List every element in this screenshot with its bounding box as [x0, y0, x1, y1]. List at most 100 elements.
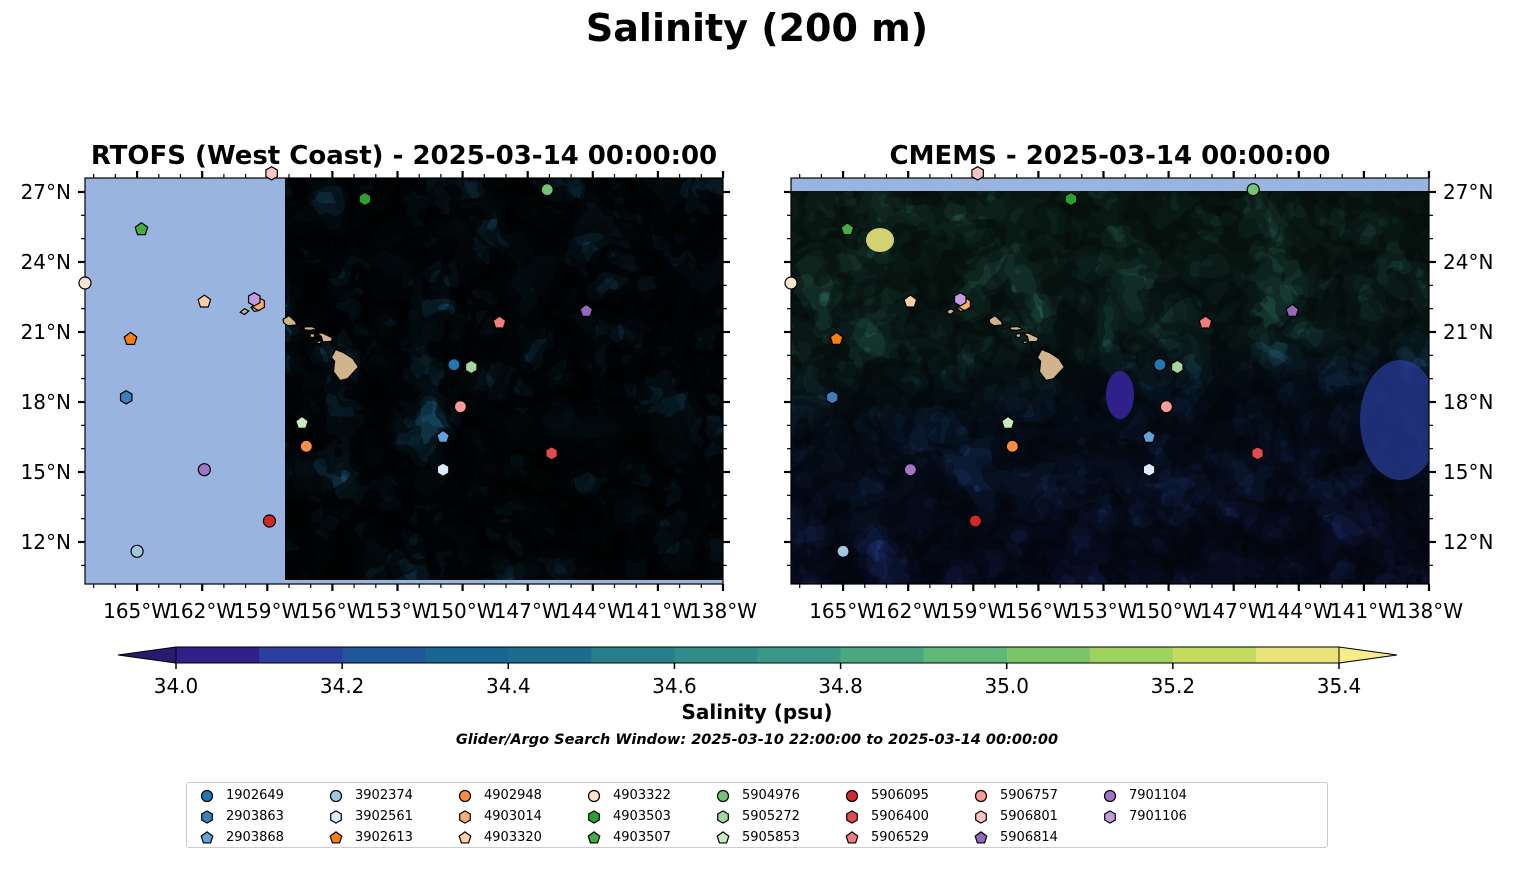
rtofs-markers: [78, 166, 594, 558]
pentagon-marker-icon: [200, 831, 214, 844]
legend-label: 5906757: [1000, 788, 1058, 803]
pentagon-marker-icon: [587, 831, 601, 844]
lon-tick-label: 153°W: [1070, 599, 1138, 623]
lon-tick-label: 162°W: [874, 599, 942, 623]
platform-marker-4902948: [1005, 439, 1019, 453]
lon-tick-label: 141°W: [624, 599, 692, 623]
legend-marker-5906095: [845, 789, 859, 803]
lon-tick-label: 159°W: [233, 599, 301, 623]
legend-label: 5906529: [871, 830, 929, 845]
legend-marker-4902948: [458, 789, 472, 803]
lat-tick-label: 18°N: [1443, 390, 1493, 414]
island-outline: [303, 325, 320, 332]
circle-marker-icon: [587, 789, 601, 803]
colorbar-tick-label: 34.6: [652, 674, 697, 698]
platform-marker-1902649: [447, 358, 461, 372]
lon-tick-label: 141°W: [1330, 599, 1398, 623]
legend-label: 4903322: [613, 788, 671, 803]
lon-tick-label: 156°W: [1004, 599, 1072, 623]
hexagon-marker-icon: [846, 810, 858, 824]
platform-marker-2903868: [436, 429, 451, 443]
platform-marker-3902561: [1142, 462, 1156, 477]
platform-marker-4903503: [358, 191, 372, 207]
platform-marker-7901104: [197, 463, 211, 477]
legend-marker-5906757: [974, 789, 988, 803]
legend-marker-4903320: [458, 831, 472, 844]
pentagon-marker-icon: [845, 831, 859, 844]
circle-marker-icon: [716, 789, 730, 803]
lon-tick-label: 144°W: [559, 599, 627, 623]
island-outline: [1021, 332, 1040, 343]
lon-tick-label: 165°W: [809, 599, 877, 623]
circle-marker-icon: [458, 789, 472, 803]
lat-tick-label: 15°N: [1443, 460, 1493, 484]
platform-marker-3902374: [836, 544, 850, 558]
lon-tick-label: 147°W: [1200, 599, 1268, 623]
platform-marker-7901106: [247, 292, 261, 307]
legend-label: 2903863: [226, 809, 284, 824]
hawaii-islands-land: [239, 302, 360, 382]
platform-marker-5906529: [1198, 315, 1213, 329]
legend-label: 5906801: [1000, 809, 1058, 824]
colorbar-tick-label: 34.8: [818, 674, 863, 698]
lat-tick-label: 24°N: [1443, 250, 1493, 274]
island-outline: [330, 348, 360, 382]
island-outline: [945, 307, 956, 316]
colorbar-extend-min: [117, 646, 177, 664]
platform-marker-4903322: [78, 276, 92, 290]
hexagon-marker-icon: [717, 810, 729, 824]
colorbar-bin: [342, 647, 426, 663]
lon-tick-label: 165°W: [103, 599, 171, 623]
legend-label: 5906814: [1000, 830, 1058, 845]
platform-marker-7901104: [903, 463, 917, 477]
platform-marker-4902948: [299, 439, 313, 453]
platform-marker-5906095: [968, 514, 983, 528]
lon-tick-label: 138°W: [689, 599, 757, 623]
circle-marker-icon: [200, 789, 214, 803]
colorbar-label: Salinity (psu): [681, 700, 833, 724]
platform-marker-2903868: [1142, 429, 1157, 443]
hexagon-marker-icon: [975, 810, 987, 824]
platform-marker-5904976: [1246, 183, 1260, 197]
legend-marker-2903863: [201, 810, 213, 824]
legend-marker-5905272: [717, 810, 729, 824]
platform-marker-4903320: [197, 294, 212, 308]
colorbar-bin: [508, 647, 592, 663]
colorbar-bin: [591, 647, 676, 663]
legend-label: 5905272: [742, 809, 800, 824]
colorbar-bin: [1255, 647, 1340, 663]
legend-label: 5906095: [871, 788, 929, 803]
lat-tick-label: 18°N: [21, 390, 71, 414]
platform-marker-5906095: [262, 514, 277, 528]
island-outline: [988, 314, 1004, 327]
legend-marker-4903503: [588, 810, 600, 824]
island-outline: [308, 332, 316, 339]
platform-marker-5905272: [1170, 359, 1184, 375]
lon-tick-label: 153°W: [364, 599, 432, 623]
platform-marker-5906400: [545, 446, 558, 461]
colorbar-tick-label: 35.4: [1317, 674, 1362, 698]
colorbar-bin: [1006, 647, 1091, 663]
lat-tick-label: 12°N: [1443, 530, 1493, 554]
cmems-map: 165°W162°W159°W156°W153°W150°W147°W144°W…: [784, 166, 1493, 623]
rtofs-ticks: 165°W162°W159°W156°W153°W150°W147°W144°W…: [21, 171, 757, 623]
platform-marker-4903507: [134, 221, 149, 236]
legend-marker-7901106: [1104, 810, 1116, 824]
legend-label: 4903320: [484, 830, 542, 845]
legend-marker-5905853: [716, 831, 730, 844]
island-outline: [1009, 325, 1026, 332]
hexagon-marker-icon: [588, 810, 600, 824]
colorbar-tick-label: 34.0: [154, 674, 199, 698]
pentagon-marker-icon: [974, 831, 988, 844]
platform-marker-5906529: [492, 315, 507, 329]
platform-marker-3902613: [123, 331, 138, 345]
legend-marker-3902561: [330, 810, 342, 824]
legend-label: 4903503: [613, 809, 671, 824]
pentagon-marker-icon: [458, 831, 472, 844]
legend-label: 3902374: [355, 788, 413, 803]
platform-marker-5906400: [1251, 446, 1264, 461]
legend-label: 4902948: [484, 788, 542, 803]
rtofs-map: 165°W162°W159°W156°W153°W150°W147°W144°W…: [21, 166, 757, 623]
legend-label: 7901106: [1129, 809, 1187, 824]
lon-tick-label: 156°W: [298, 599, 366, 623]
